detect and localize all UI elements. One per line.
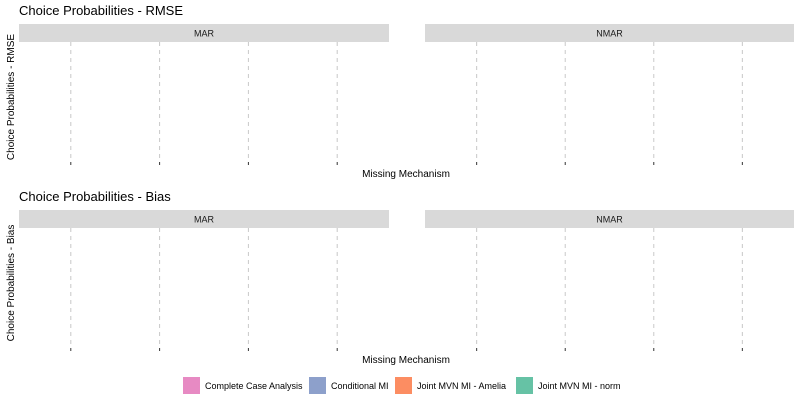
y-axis-title: Choice Probabilities - RMSE (6, 34, 17, 160)
chart-title: Choice Probabilities - RMSE (19, 3, 183, 18)
legend-label: Joint MVN MI - Amelia (417, 381, 506, 391)
facet-label: NMAR (596, 29, 623, 39)
legend-swatch (395, 377, 412, 394)
y-axis-title: Choice Probabilities - Bias (6, 225, 17, 342)
facet-strip (425, 210, 794, 228)
facet-label: MAR (194, 29, 215, 39)
legend-swatch (516, 377, 533, 394)
legend-label: Complete Case Analysis (205, 381, 303, 391)
x-axis-title: Missing Mechanism (362, 169, 450, 180)
facet-strip (425, 24, 794, 42)
facet-strip (19, 210, 389, 228)
chart-title: Choice Probabilities - Bias (19, 189, 171, 204)
legend-label: Joint MVN MI - norm (538, 381, 621, 391)
facet-strip (19, 24, 389, 42)
legend-swatch (183, 377, 200, 394)
legend-swatch (309, 377, 326, 394)
facet-label: NMAR (596, 215, 623, 225)
x-axis-title: Missing Mechanism (362, 355, 450, 366)
legend-label: Conditional MI (331, 381, 389, 391)
facet-label: MAR (194, 215, 215, 225)
